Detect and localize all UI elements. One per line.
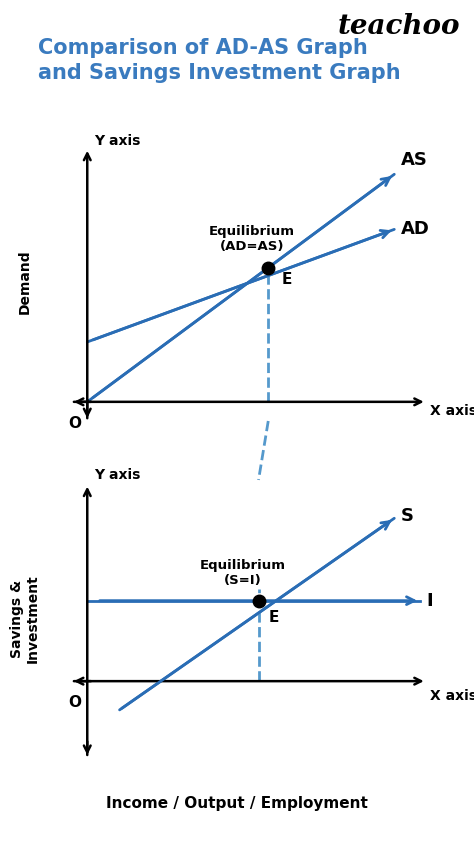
Text: Savings &
Investment: Savings & Investment (10, 574, 40, 663)
Text: E: E (268, 610, 279, 626)
Text: Demand: Demand (18, 250, 32, 314)
Text: Comparison of AD-AS Graph
and Savings Investment Graph: Comparison of AD-AS Graph and Savings In… (38, 38, 401, 83)
Text: O: O (68, 416, 81, 431)
Text: AD: AD (401, 221, 429, 238)
Text: Income / Output / Employment: Income / Output / Employment (106, 796, 368, 811)
Text: O: O (68, 695, 81, 710)
Text: AS: AS (401, 152, 428, 169)
Text: S: S (401, 508, 414, 525)
Text: X axis: X axis (430, 404, 474, 418)
Text: teachoo: teachoo (337, 13, 460, 40)
Text: I: I (427, 592, 433, 610)
Text: Equilibrium
(AD=AS): Equilibrium (AD=AS) (209, 226, 295, 253)
Text: Y axis: Y axis (94, 134, 140, 148)
Text: Equilibrium
(S=I): Equilibrium (S=I) (200, 559, 285, 587)
Text: E: E (281, 273, 292, 287)
Text: Y axis: Y axis (94, 468, 140, 482)
Text: X axis: X axis (430, 689, 474, 703)
